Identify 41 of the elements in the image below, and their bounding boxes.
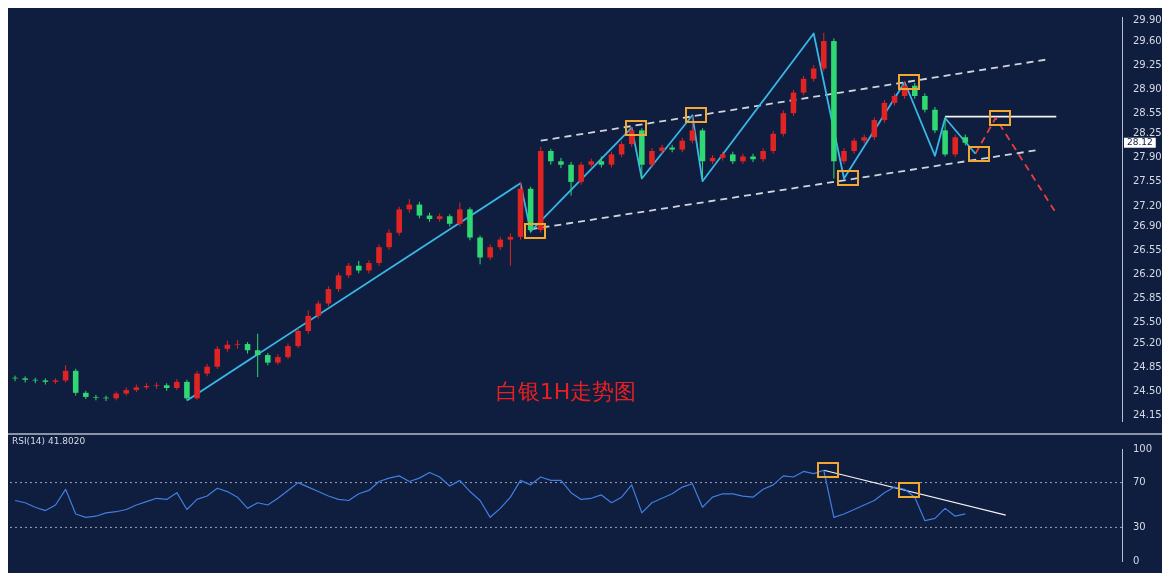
y-tick-label: 24.15 xyxy=(1133,409,1162,421)
chart-title: RSI(14) 41.8020 xyxy=(12,435,86,446)
y-tick-label: 26.55 xyxy=(1133,244,1162,256)
y-tick-label: 25.50 xyxy=(1133,316,1162,328)
y-tick-label: 26.20 xyxy=(1133,268,1162,280)
y-tick-label: 24.85 xyxy=(1133,361,1162,372)
y-tick-label: 27.90 xyxy=(1133,151,1162,163)
candlestick xyxy=(355,260,362,274)
y-tick-label: 29.25 xyxy=(1133,58,1162,70)
candlestick xyxy=(123,386,130,397)
candlestick xyxy=(446,213,453,228)
y-tick-label: 25.85 xyxy=(1133,292,1162,304)
text: 白银1H走势图 xyxy=(495,378,637,404)
candlestick xyxy=(730,151,736,165)
y-tick-label: 28.25 xyxy=(1133,127,1162,139)
y-tick-label: 29.60 xyxy=(1133,34,1162,46)
candlestick xyxy=(22,375,28,384)
candlestick xyxy=(214,345,221,370)
y-tick-label: 100 xyxy=(1133,442,1153,454)
candlestick xyxy=(396,206,402,236)
y-tick-label: 27.55 xyxy=(1133,175,1162,187)
y-tick-label: 29.90 xyxy=(1133,14,1162,26)
candlestick xyxy=(821,32,827,72)
y-tick-label: 26.90 xyxy=(1133,220,1162,232)
candlestick xyxy=(42,377,49,386)
y-tick-label: 30 xyxy=(1133,520,1146,532)
candlestick xyxy=(679,137,686,153)
y-tick-label: 24.50 xyxy=(1133,385,1162,397)
y-tick-label: 0 xyxy=(1133,554,1140,566)
candlestick xyxy=(52,377,59,385)
y-tick-label: 28.90 xyxy=(1133,82,1162,94)
y-tick-label: 27.20 xyxy=(1133,199,1162,211)
y-tick-label: 70 xyxy=(1133,476,1146,488)
candlestick xyxy=(234,339,241,350)
candlestick xyxy=(93,394,99,401)
candlestick xyxy=(265,352,271,366)
candlestick xyxy=(153,382,160,390)
candlestick xyxy=(861,133,867,144)
annotation: 28.12 xyxy=(1127,137,1153,148)
y-tick-label: 25.20 xyxy=(1133,336,1162,348)
y-tick-label: 28.55 xyxy=(1133,106,1162,118)
